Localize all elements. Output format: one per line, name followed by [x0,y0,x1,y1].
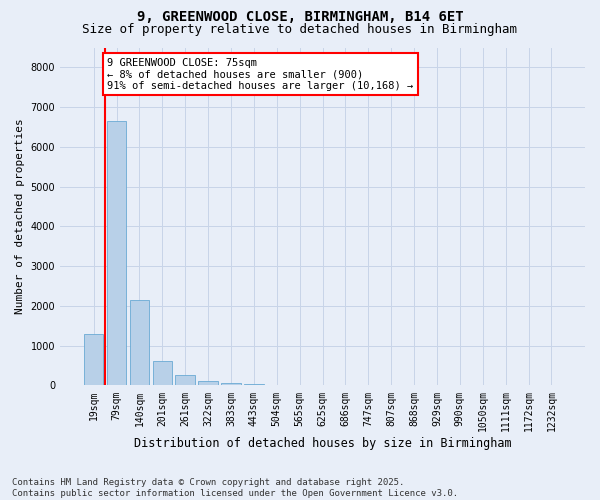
Bar [175,374,195,386]
Bar [267,384,286,386]
X-axis label: Distribution of detached houses by size in Birmingham: Distribution of detached houses by size … [134,437,511,450]
Y-axis label: Number of detached properties: Number of detached properties [15,118,25,314]
Text: Size of property relative to detached houses in Birmingham: Size of property relative to detached ho… [83,22,517,36]
Bar [244,384,263,386]
Bar [107,121,126,386]
Bar [84,334,103,386]
Bar [221,384,241,386]
Text: 9, GREENWOOD CLOSE, BIRMINGHAM, B14 6ET: 9, GREENWOOD CLOSE, BIRMINGHAM, B14 6ET [137,10,463,24]
Text: Contains HM Land Registry data © Crown copyright and database right 2025.
Contai: Contains HM Land Registry data © Crown c… [12,478,458,498]
Text: 9 GREENWOOD CLOSE: 75sqm
← 8% of detached houses are smaller (900)
91% of semi-d: 9 GREENWOOD CLOSE: 75sqm ← 8% of detache… [107,58,413,91]
Bar [199,380,218,386]
Bar [130,300,149,386]
Bar [152,361,172,386]
